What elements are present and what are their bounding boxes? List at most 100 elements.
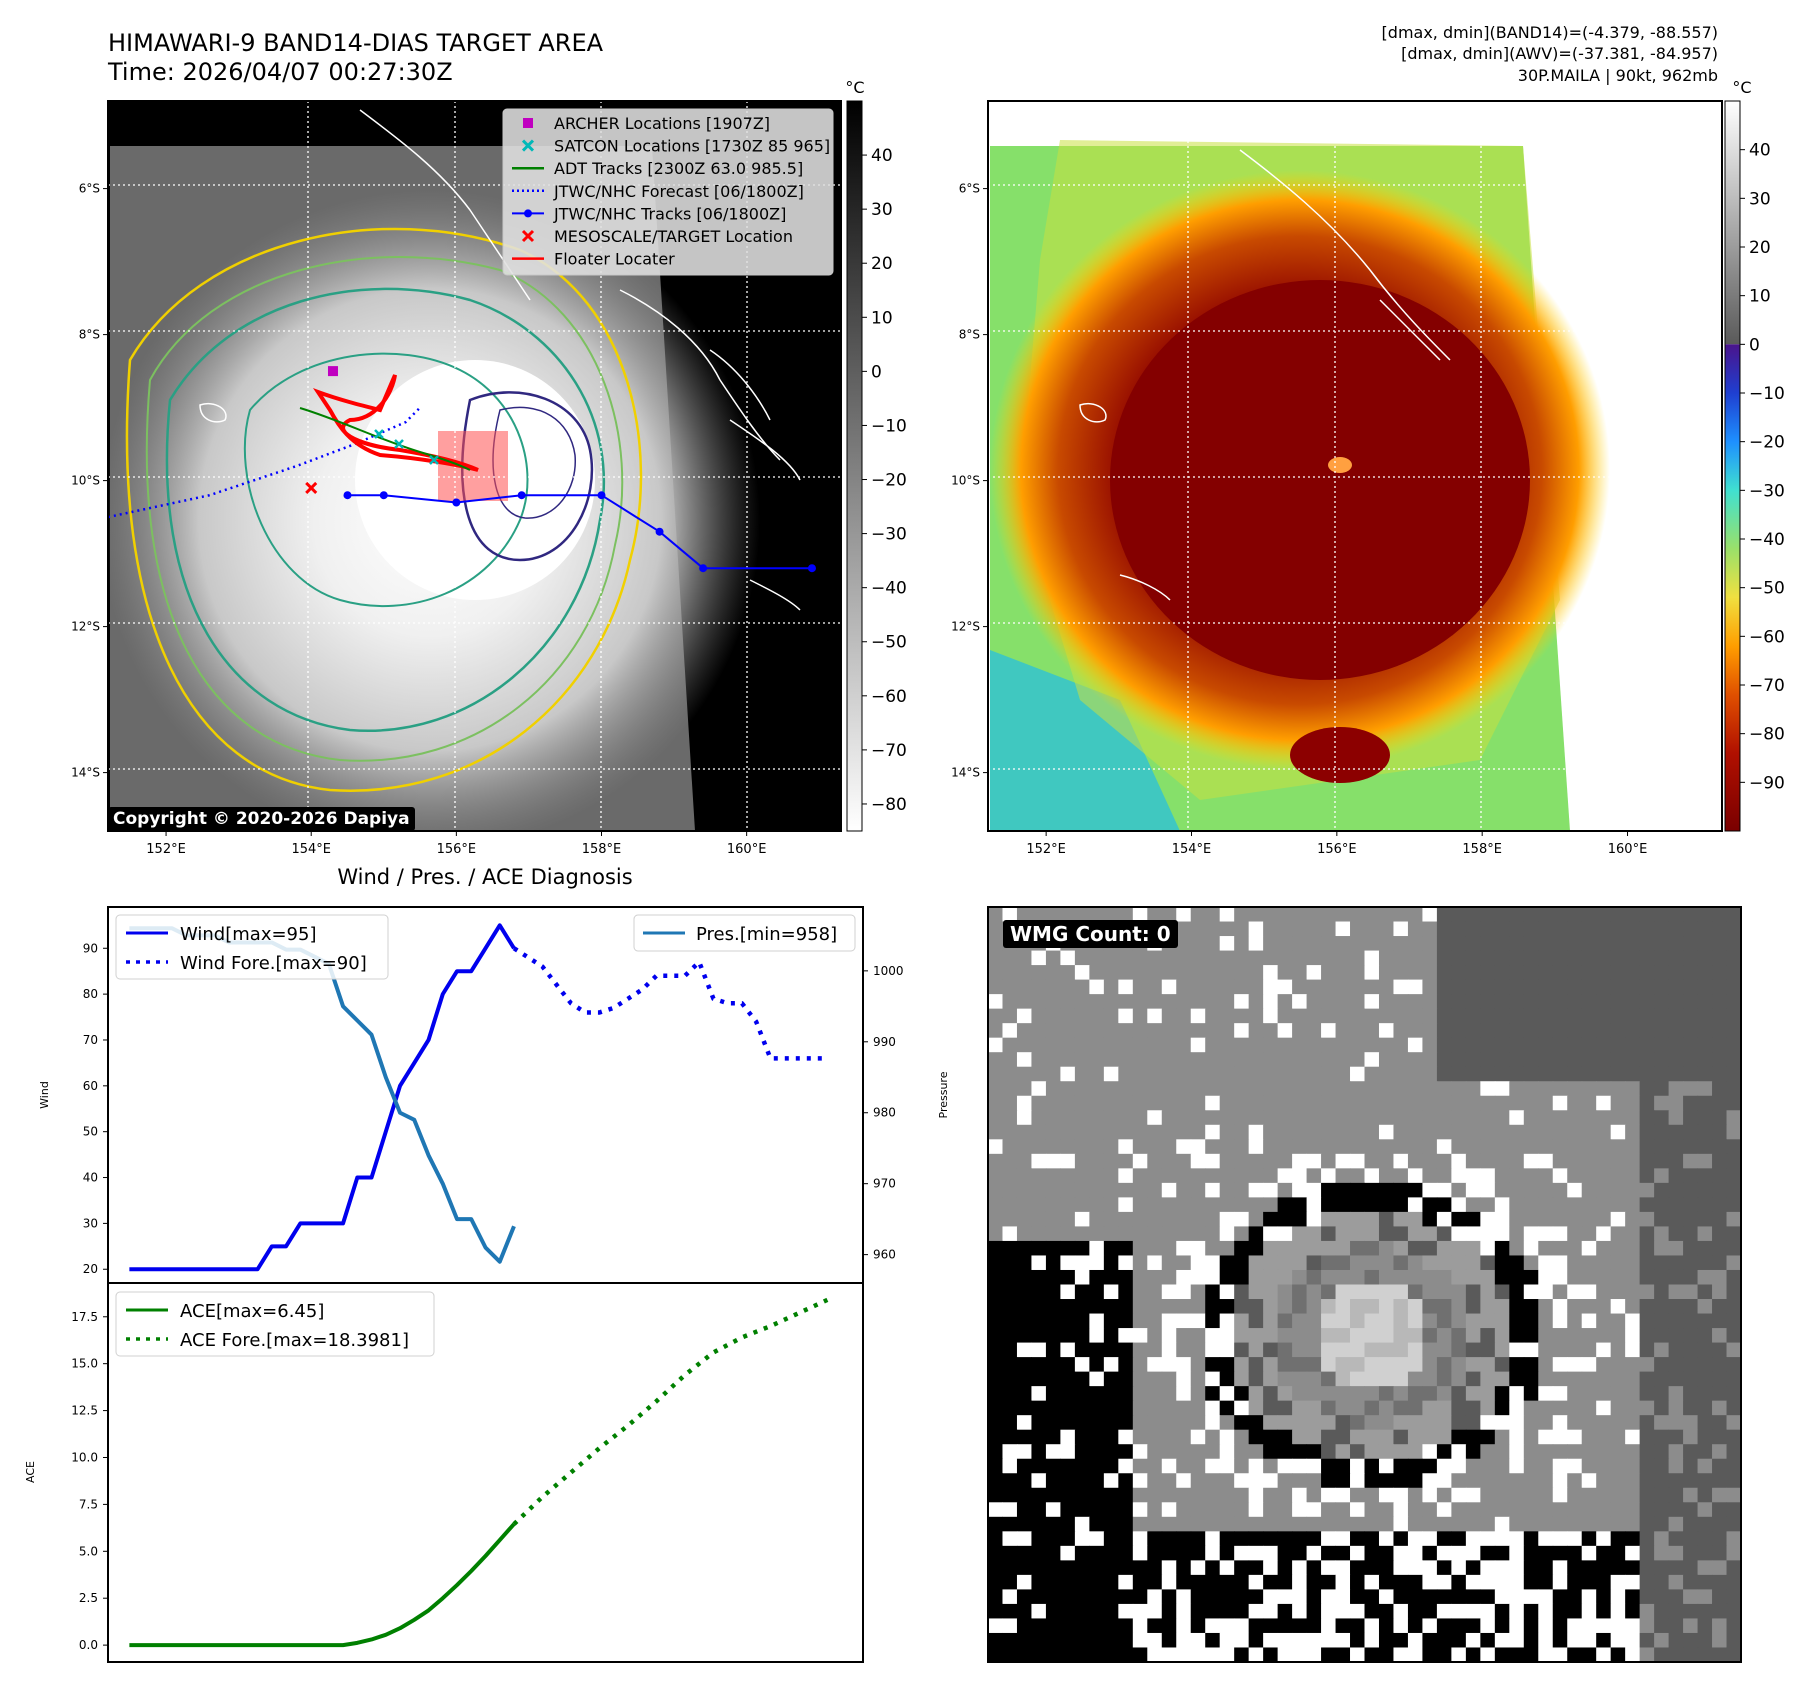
wmg-cell — [1089, 1299, 1105, 1315]
wmg-cell — [1002, 1473, 1018, 1489]
wmg-cell — [1089, 1386, 1105, 1402]
pressure-tick-label: 1000 — [873, 964, 904, 978]
legend-wind: Wind[max=95] — [180, 924, 317, 945]
wmg-cell — [1378, 1153, 1394, 1169]
wmg-cell — [1668, 936, 1684, 952]
wmg-cell — [1697, 1444, 1713, 1460]
wmg-cell — [1031, 1037, 1047, 1053]
wmg-cell — [1581, 1124, 1597, 1140]
wmg-cell — [1625, 979, 1641, 995]
wmg-cell — [1335, 1124, 1351, 1140]
wmg-cell — [1277, 1299, 1293, 1315]
wmg-cell — [1697, 1139, 1713, 1155]
wmg-cell — [1668, 1589, 1684, 1605]
wmg-cell — [1552, 1589, 1568, 1605]
wmg-cell — [1625, 1487, 1641, 1503]
wmg-cell — [1538, 1182, 1554, 1198]
wmg-cell — [1060, 1357, 1076, 1373]
ace-tick-label: 2.5 — [79, 1591, 98, 1605]
wmg-cell — [1248, 1008, 1264, 1024]
wmg-cell — [1451, 1444, 1467, 1460]
wmg-cell — [1567, 965, 1583, 981]
wmg-cell — [1364, 1081, 1380, 1097]
wmg-cell — [1567, 1560, 1583, 1576]
wmg-cell — [1581, 1023, 1597, 1039]
wmg-cell — [1118, 1386, 1134, 1402]
wmg-cell — [1350, 1647, 1365, 1663]
wmg-cell — [1567, 1328, 1583, 1344]
wmg-cell — [1683, 1299, 1699, 1315]
wmg-cell — [1103, 1037, 1119, 1053]
wmg-cell — [1089, 1153, 1105, 1169]
wmg-cell — [1712, 1618, 1728, 1634]
lon-tick-label: 156°E — [437, 842, 477, 857]
wmg-cell — [1176, 1110, 1192, 1126]
wmg-cell — [1306, 1153, 1322, 1169]
wmg-cell — [1639, 1211, 1655, 1227]
wmg-cell — [1712, 1110, 1728, 1126]
wmg-cell — [1277, 1342, 1293, 1358]
wmg-cell — [1654, 1124, 1670, 1140]
wmg-cell — [1552, 1545, 1568, 1561]
wmg-cell — [1480, 1226, 1496, 1242]
wmg-cell — [1292, 1313, 1308, 1329]
wmg-cell — [1596, 921, 1612, 937]
wmg-cell — [1581, 921, 1597, 937]
wmg-cell — [1335, 1037, 1351, 1053]
wmg-cell — [1364, 950, 1380, 966]
wmg-cell — [1190, 1284, 1206, 1300]
wmg-cell — [1654, 1371, 1670, 1387]
wmg-cell — [1089, 1197, 1105, 1213]
wmg-cell — [1697, 936, 1713, 952]
wmg-cell — [1654, 1255, 1670, 1271]
wmg-cell — [1480, 1531, 1496, 1547]
wmg-cell — [1031, 1211, 1047, 1227]
wmg-cell — [1248, 1487, 1264, 1503]
wmg-cell — [1306, 1182, 1322, 1198]
wmg-cell — [1219, 1124, 1235, 1140]
legend-x-marker — [521, 229, 535, 243]
wmg-cell — [1321, 1458, 1337, 1474]
wmg-cell — [1016, 1037, 1032, 1053]
wmg-cell — [1016, 1182, 1032, 1198]
wmg-cell — [1422, 1008, 1438, 1024]
wmg-cell — [1321, 1226, 1337, 1242]
wmg-cell — [1610, 1095, 1626, 1111]
wmg-cell — [1161, 1052, 1177, 1068]
wmg-cell — [1712, 1168, 1728, 1184]
wmg-cell — [1147, 1342, 1163, 1358]
wmg-cell — [1234, 1386, 1250, 1402]
wmg-cell — [1263, 994, 1279, 1010]
wmg-cell — [1219, 1473, 1235, 1489]
wmg-cell — [1523, 1284, 1539, 1300]
wmg-cell — [1509, 1574, 1525, 1590]
wmg-cell — [1263, 1095, 1279, 1111]
wmg-cell — [1596, 1124, 1612, 1140]
wmg-cell — [1335, 1168, 1351, 1184]
wmg-cell — [1683, 1008, 1699, 1024]
wmg-cell — [1610, 1269, 1626, 1285]
wmg-cell — [1712, 1139, 1728, 1155]
wmg-cell — [1190, 1037, 1206, 1053]
wmg-cell — [1581, 1139, 1597, 1155]
wmg-cell — [1306, 950, 1322, 966]
wmg-cell — [1016, 1124, 1032, 1140]
wmg-cell — [1378, 1473, 1394, 1489]
wmg-cell — [1045, 1037, 1061, 1053]
wind-tick-label: 20 — [83, 1262, 98, 1276]
wmg-cell — [1103, 950, 1119, 966]
wmg-cell — [1219, 1603, 1235, 1619]
wmg-cell — [1625, 1342, 1641, 1358]
wmg-cell — [1118, 1415, 1134, 1431]
wmg-cell — [1306, 1647, 1322, 1663]
wmg-cell — [1523, 936, 1539, 952]
wmg-cell — [1625, 907, 1641, 923]
wmg-cell — [1393, 921, 1409, 937]
wmg-cell — [1654, 1284, 1670, 1300]
wmg-cell — [1350, 1429, 1365, 1445]
wmg-cell — [1132, 1269, 1148, 1285]
wmg-cell — [1031, 1313, 1047, 1329]
lon-tick-label: 158°E — [1462, 842, 1502, 857]
wmg-cell — [1712, 1560, 1728, 1576]
